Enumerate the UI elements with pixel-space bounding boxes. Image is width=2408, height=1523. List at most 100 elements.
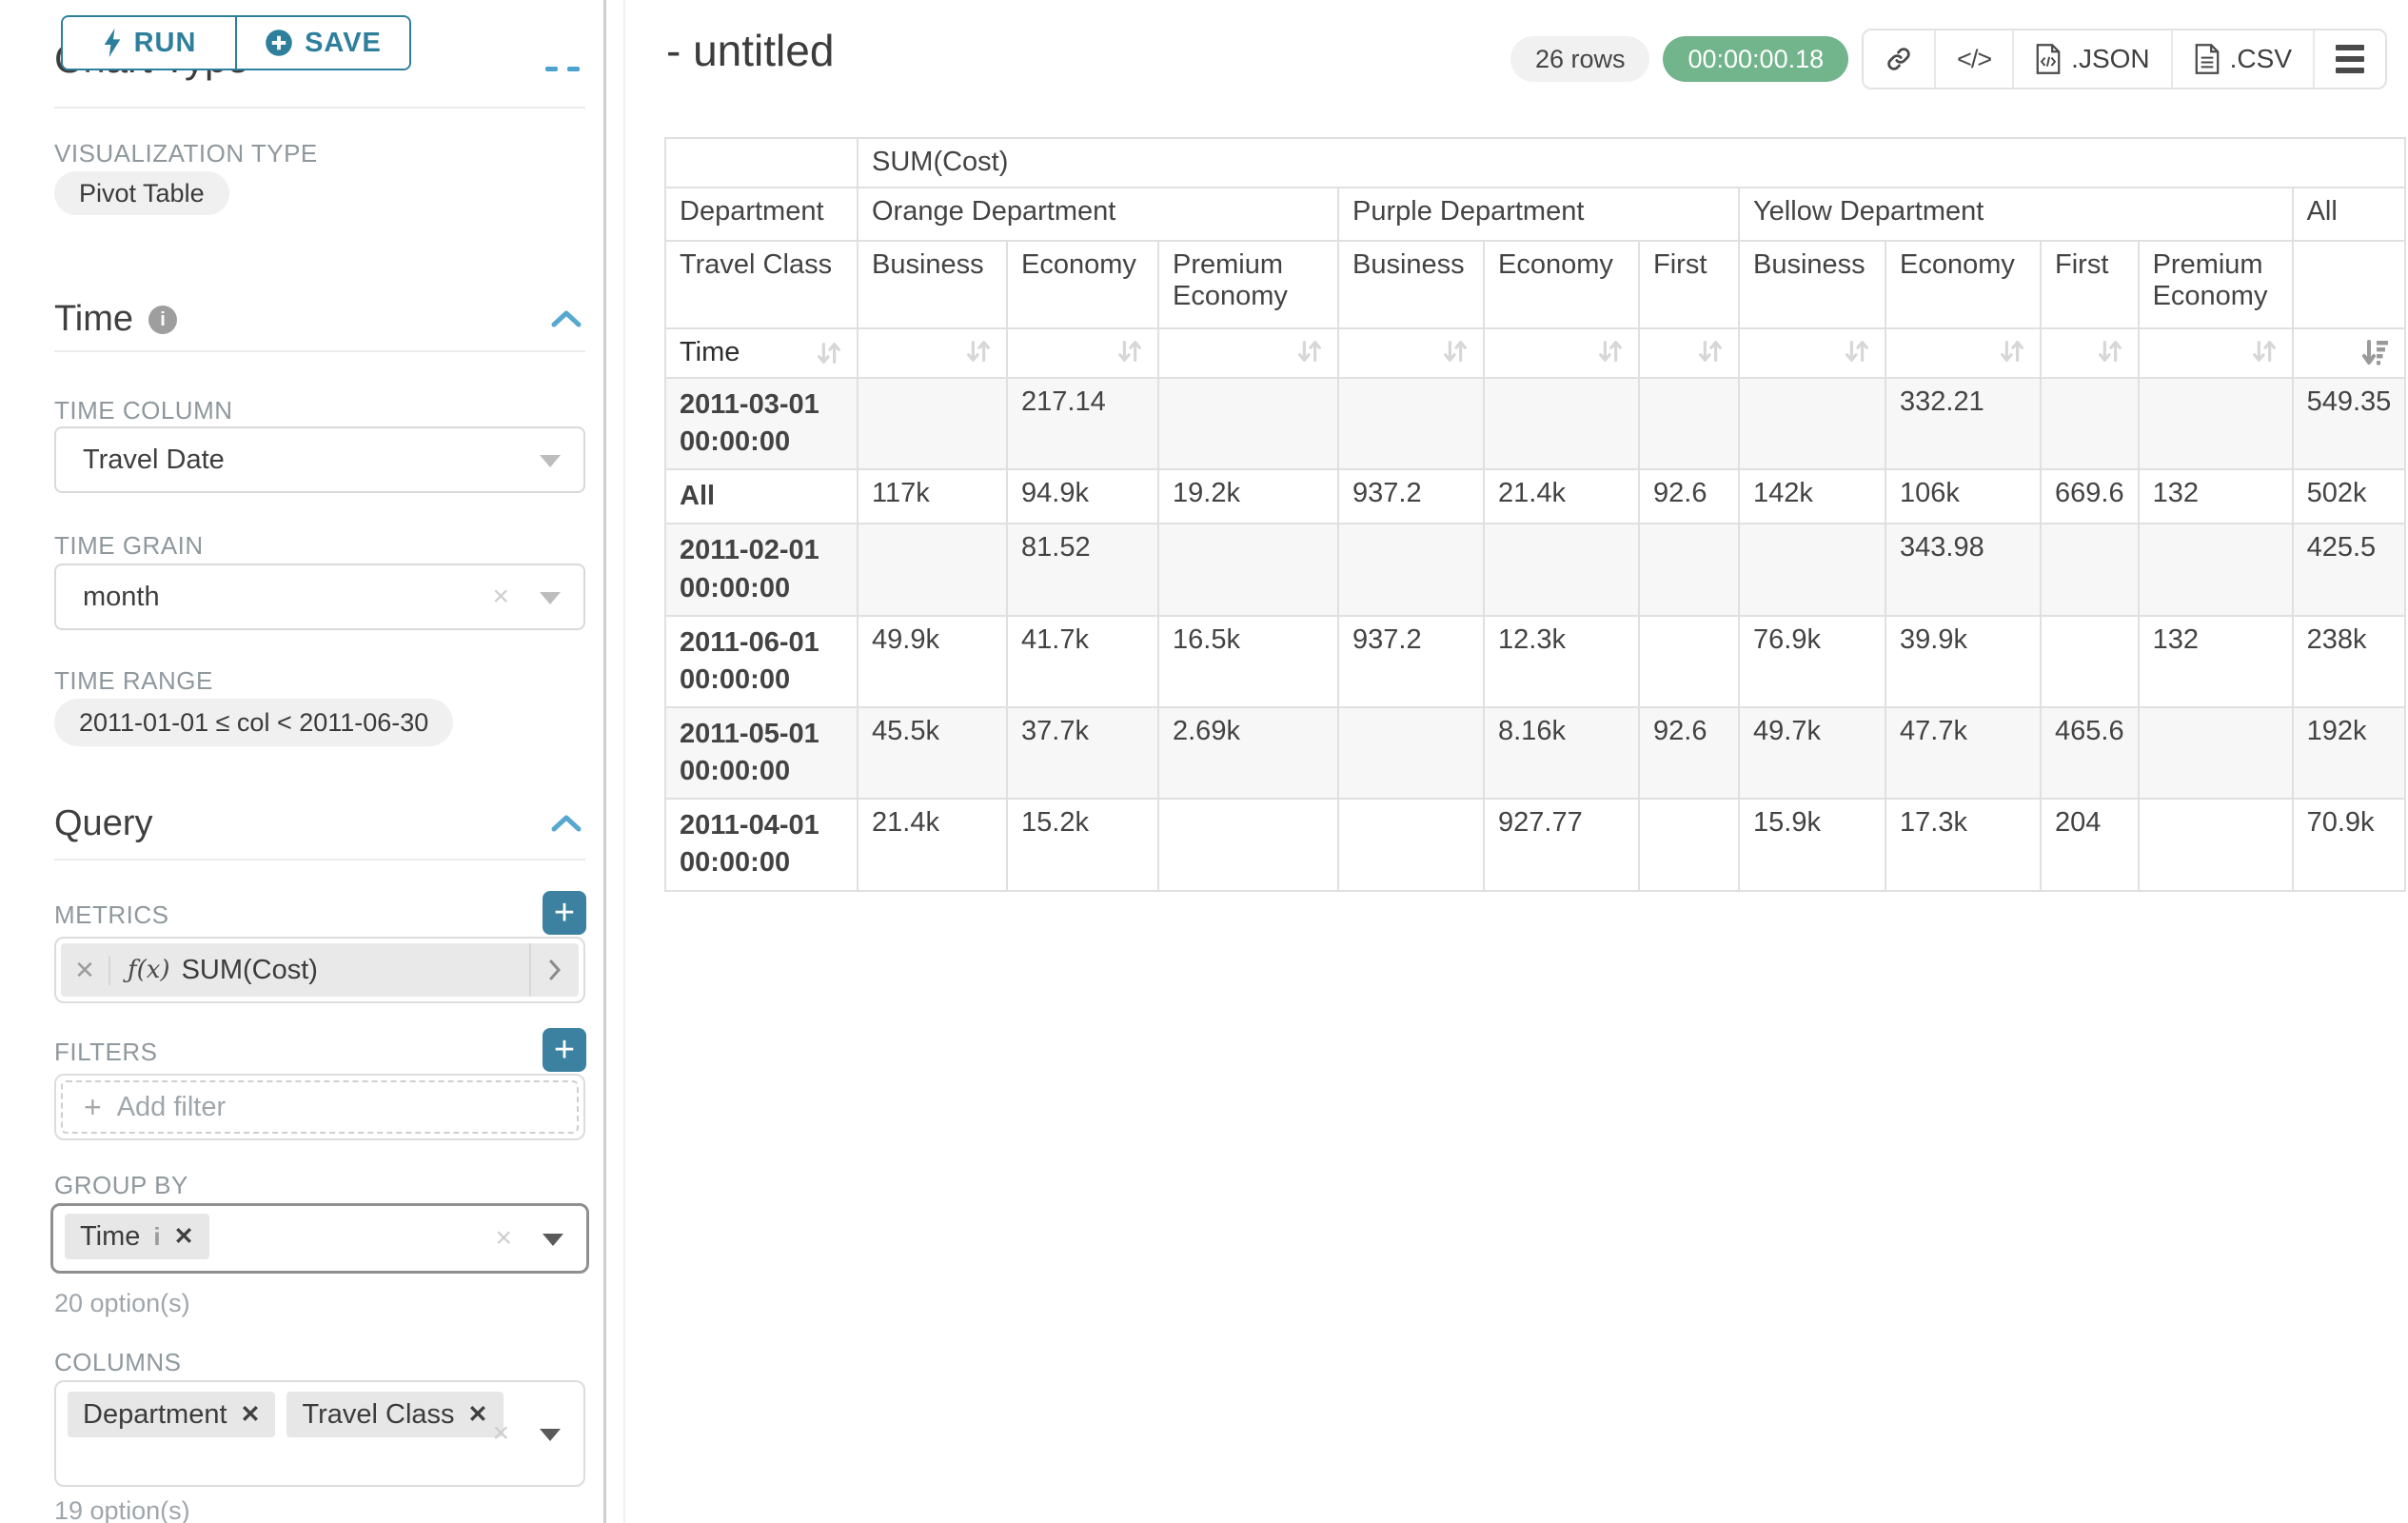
pivot-sort-button[interactable] bbox=[1886, 329, 2040, 377]
pivot-sort-button[interactable] bbox=[1339, 329, 1483, 377]
info-icon[interactable]: i bbox=[148, 305, 178, 334]
pivot-value-cell: 425.5 bbox=[2293, 524, 2405, 615]
pivot-value-cell: 94.9k bbox=[1008, 470, 1157, 524]
pivot-value-cell: 132 bbox=[2139, 470, 2292, 524]
pivot-value-cell bbox=[1640, 616, 1738, 706]
pivot-sort-button[interactable] bbox=[1485, 329, 1638, 377]
pivot-subcol-header: Premium Economy bbox=[2139, 242, 2292, 327]
plus-circle-icon bbox=[266, 30, 292, 56]
time-column-select[interactable]: Travel Date bbox=[54, 426, 585, 493]
pivot-sort-button[interactable] bbox=[2042, 329, 2138, 377]
pivot-data-row: 2011-06-01 00:00:00 49.9k 41.7k 16.5k 937.2 12… bbox=[666, 616, 2405, 706]
export-button-group: </> .JSON .CSV bbox=[1862, 29, 2387, 89]
save-button-label: SAVE bbox=[305, 27, 382, 58]
pivot-value-cell: 81.52 bbox=[1008, 524, 1157, 615]
clear-icon[interactable]: × bbox=[492, 581, 509, 612]
pivot-value-cell bbox=[2139, 707, 2292, 799]
pivot-value-cell: 15.2k bbox=[1008, 800, 1157, 890]
pivot-sort-button[interactable] bbox=[1740, 329, 1885, 377]
columns-item-pill[interactable]: Department ✕ bbox=[68, 1392, 276, 1437]
pill-remove-icon[interactable]: ✕ bbox=[173, 1223, 194, 1250]
clear-select-icon[interactable]: × bbox=[495, 1222, 512, 1254]
pivot-subcol-header: First bbox=[1640, 242, 1738, 327]
pivot-subcol-header: Premium Economy bbox=[1159, 242, 1337, 327]
sidebar-scrollbar[interactable] bbox=[603, 0, 606, 1523]
export-json-button[interactable]: .JSON bbox=[2012, 30, 2171, 88]
pivot-value-cell: 41.7k bbox=[1008, 616, 1157, 706]
pivot-value-cell: 117k bbox=[859, 470, 1006, 524]
chevron-down-icon bbox=[540, 455, 561, 467]
time-grain-label: TIME GRAIN bbox=[54, 531, 204, 560]
pivot-value-cell: 669.6 bbox=[2042, 470, 2138, 524]
copy-link-button[interactable] bbox=[1864, 30, 1935, 88]
pill-remove-icon[interactable]: ✕ bbox=[240, 1401, 261, 1428]
pivot-table-container: SUM(Cost) Department Orange Department Purp… bbox=[664, 137, 2407, 892]
run-button[interactable]: RUN bbox=[63, 17, 235, 69]
pivot-subcol-header: Business bbox=[1339, 242, 1483, 327]
collapse-chevron-icon[interactable] bbox=[550, 813, 582, 834]
columns-item-pill[interactable]: Travel Class ✕ bbox=[286, 1392, 503, 1437]
remove-metric-icon[interactable]: ✕ bbox=[61, 955, 110, 985]
pivot-sort-button[interactable] bbox=[859, 329, 1006, 377]
expand-metric-icon[interactable] bbox=[529, 943, 579, 997]
pivot-data-row: 2011-04-01 00:00:00 21.4k 15.2k 927.77 15.9k 1… bbox=[666, 800, 2405, 890]
pivot-time-header[interactable]: Time bbox=[666, 329, 857, 377]
pivot-sort-button-active[interactable] bbox=[2293, 329, 2405, 377]
section-divider bbox=[54, 350, 585, 352]
pivot-value-cell: 12.3k bbox=[1485, 616, 1638, 706]
time-range-pill[interactable]: 2011-01-01 ≤ col < 2011-06-30 bbox=[54, 699, 454, 746]
columns-select[interactable]: Department ✕ Travel Class ✕ × bbox=[54, 1380, 585, 1487]
pivot-value-cell: 217.14 bbox=[1008, 379, 1157, 469]
pivot-value-cell bbox=[2042, 524, 2138, 615]
clear-select-icon[interactable]: × bbox=[492, 1417, 509, 1449]
embed-code-button[interactable]: </> bbox=[1934, 30, 2013, 88]
pivot-subcol-header: Business bbox=[859, 242, 1006, 327]
visualization-type-label: VISUALIZATION TYPE bbox=[54, 139, 318, 168]
metric-item[interactable]: ✕ ƒ(x) SUM(Cost) bbox=[61, 943, 579, 997]
save-button[interactable]: SAVE bbox=[235, 17, 409, 69]
pivot-sort-button[interactable] bbox=[1159, 329, 1337, 377]
time-column-value: Travel Date bbox=[83, 444, 225, 475]
time-column-label: TIME COLUMN bbox=[54, 396, 233, 425]
dropdown-caret-icon bbox=[540, 1429, 561, 1441]
pivot-row-label: All bbox=[666, 470, 857, 524]
time-grain-select[interactable]: month × bbox=[54, 564, 585, 630]
group-by-item-pill-label: Time bbox=[80, 1220, 141, 1252]
controls-sidebar: Chart Type RUN SAVE VISUALIZATION TYPE P… bbox=[0, 0, 625, 1523]
pivot-subcol-header: Business bbox=[1740, 242, 1885, 327]
pivot-row-label: 2011-05-01 00:00:00 bbox=[666, 707, 857, 799]
menu-button[interactable] bbox=[2313, 30, 2385, 88]
pivot-value-cell bbox=[859, 524, 1006, 615]
columns-item-pill-label: Travel Class bbox=[302, 1398, 455, 1430]
csv-file-icon bbox=[2195, 44, 2219, 74]
add-filter-dropzone[interactable]: + Add filter bbox=[61, 1080, 579, 1134]
pivot-value-cell: 332.21 bbox=[1886, 379, 2040, 469]
pivot-data-row: 2011-05-01 00:00:00 45.5k 37.7k 2.69k 8.16k 92… bbox=[666, 707, 2405, 799]
collapse-chevron-icon[interactable] bbox=[550, 308, 582, 329]
pill-remove-icon[interactable]: ✕ bbox=[467, 1401, 488, 1428]
visualization-type-pill[interactable]: Pivot Table bbox=[54, 171, 229, 215]
pill-info-icon[interactable]: i bbox=[153, 1221, 161, 1251]
group-by-item-pill[interactable]: Time i ✕ bbox=[65, 1214, 209, 1259]
time-section-title: Time bbox=[54, 299, 134, 339]
pivot-value-cell: 21.4k bbox=[859, 800, 1006, 890]
add-filter-button[interactable]: + bbox=[543, 1028, 586, 1072]
export-csv-button[interactable]: .CSV bbox=[2170, 30, 2313, 88]
pivot-value-cell: 70.9k bbox=[2293, 800, 2405, 890]
pivot-value-cell: 549.35 bbox=[2293, 379, 2405, 469]
pivot-subcol-header: Economy bbox=[1886, 242, 2040, 327]
pivot-sort-button[interactable] bbox=[1640, 329, 1738, 377]
pivot-sort-button[interactable] bbox=[1008, 329, 1157, 377]
pivot-col-group-header: Yellow Department bbox=[1740, 188, 2292, 240]
row-count-badge: 26 rows bbox=[1510, 36, 1650, 82]
metric-label: ƒ(x) SUM(Cost) bbox=[110, 955, 529, 986]
group-by-select[interactable]: Time i ✕ × bbox=[50, 1203, 589, 1274]
pivot-corner-cell bbox=[666, 139, 857, 187]
pivot-value-cell: 17.3k bbox=[1886, 800, 2040, 890]
add-metric-button[interactable]: + bbox=[543, 891, 586, 935]
export-json-label: .JSON bbox=[2071, 44, 2150, 73]
pivot-value-cell bbox=[1740, 379, 1885, 469]
chevron-down-icon bbox=[540, 592, 561, 604]
pivot-value-cell: 39.9k bbox=[1886, 616, 2040, 706]
pivot-sort-button[interactable] bbox=[2139, 329, 2292, 377]
